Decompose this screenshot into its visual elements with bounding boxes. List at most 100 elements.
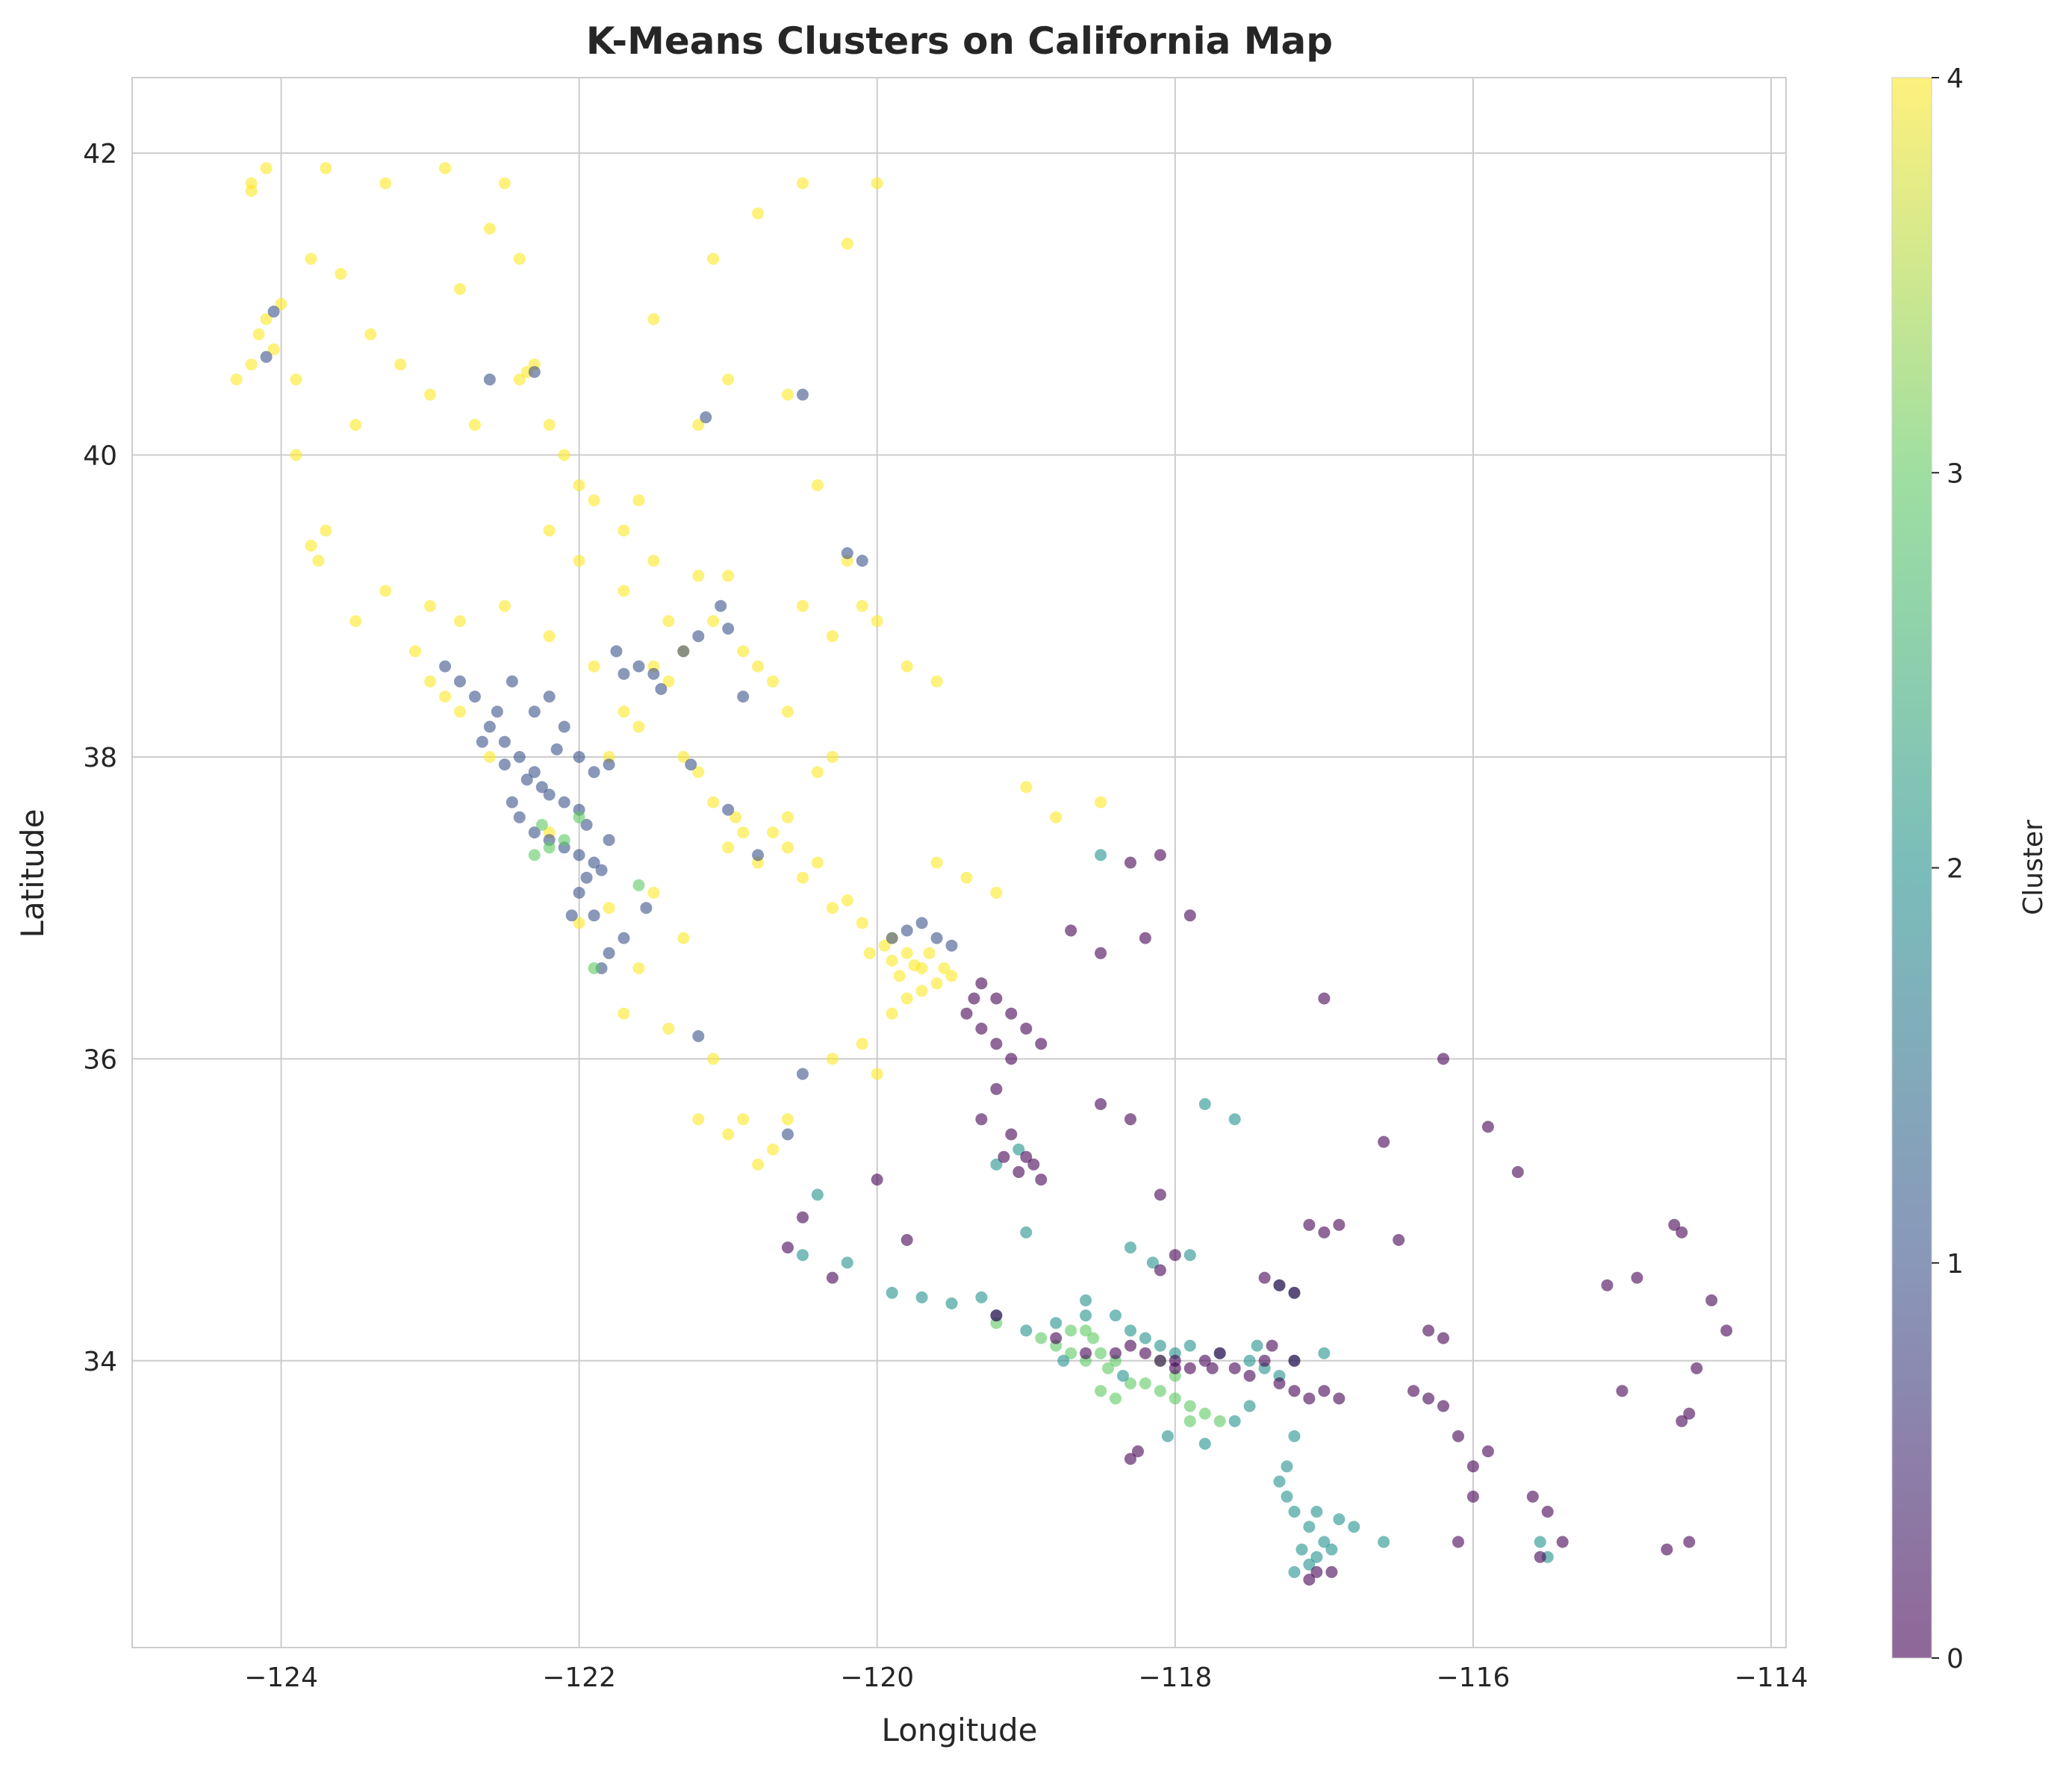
data-point (535, 818, 548, 831)
data-point (1110, 1309, 1121, 1322)
data-point (588, 856, 600, 869)
data-point (1065, 924, 1077, 937)
data-point (364, 328, 377, 340)
grid (132, 78, 1786, 1648)
data-point (483, 720, 496, 733)
data-point (1422, 1392, 1435, 1405)
data-point (1534, 1536, 1546, 1548)
data-point (1213, 1415, 1226, 1427)
data-point (580, 871, 593, 884)
colorbar-ticks: 0 1 2 3 4 (1932, 63, 1964, 1674)
data-point (1273, 1475, 1286, 1488)
data-point (573, 849, 585, 861)
data-point (469, 691, 481, 703)
data-point (498, 599, 511, 612)
data-point (1139, 1332, 1151, 1344)
data-point (483, 751, 496, 763)
data-point (1117, 1370, 1129, 1382)
data-point (617, 1007, 630, 1020)
data-point (543, 841, 556, 854)
data-point (1198, 1438, 1211, 1450)
data-point (520, 773, 533, 786)
data-point (1288, 1286, 1301, 1299)
data-point (990, 1082, 1003, 1095)
data-point (543, 524, 556, 537)
data-point (647, 667, 660, 680)
data-point (275, 298, 287, 311)
data-point (811, 479, 824, 491)
data-point (573, 917, 585, 929)
x-ticks: −124 −122 −120 −118 −116 −114 (244, 1663, 1808, 1693)
colorbar-tick-label: 0 (1947, 1644, 1964, 1674)
data-point (379, 585, 392, 597)
data-point (588, 660, 600, 673)
data-point (826, 1053, 839, 1065)
data-point (1310, 1565, 1323, 1578)
x-tick-label: −118 (1138, 1663, 1212, 1693)
data-point (1303, 1521, 1316, 1533)
data-point (1676, 1226, 1688, 1238)
data-point (990, 1309, 1003, 1322)
data-point (1616, 1385, 1628, 1397)
data-point (1132, 1445, 1144, 1458)
data-point (856, 599, 868, 612)
data-point (1110, 1347, 1121, 1359)
data-point (1213, 1347, 1226, 1359)
data-point (1705, 1294, 1718, 1306)
data-point (1154, 1354, 1166, 1367)
data-point (1273, 1377, 1286, 1390)
data-point (797, 1249, 809, 1262)
data-point (245, 184, 258, 197)
data-point (871, 1068, 883, 1080)
data-point (1198, 1354, 1211, 1367)
data-point (767, 826, 780, 839)
data-point (230, 373, 243, 386)
data-point (945, 1297, 958, 1309)
data-point (1393, 1234, 1405, 1246)
data-point (1020, 1324, 1033, 1337)
data-point (1154, 1264, 1166, 1277)
data-point (1333, 1513, 1345, 1526)
data-point (692, 419, 705, 431)
data-point (930, 675, 943, 688)
data-point (1050, 1317, 1063, 1330)
data-point (1407, 1385, 1420, 1397)
data-point (1183, 1362, 1196, 1374)
data-point (908, 959, 921, 971)
data-point (1303, 1218, 1316, 1231)
colorbar-label: Cluster (2018, 820, 2049, 915)
data-point (1154, 1339, 1166, 1352)
data-point (505, 796, 518, 808)
data-point (811, 766, 824, 779)
data-point (1325, 1565, 1338, 1578)
data-point (1690, 1362, 1703, 1374)
data-point (565, 909, 578, 922)
data-point (290, 373, 302, 386)
data-point (603, 834, 615, 847)
data-point (841, 894, 853, 907)
data-point (379, 177, 392, 190)
data-point (707, 796, 720, 808)
data-point (782, 1241, 794, 1254)
data-point (871, 1174, 883, 1186)
data-point (1318, 1385, 1331, 1397)
data-point (782, 1128, 794, 1141)
data-point (305, 252, 317, 265)
data-point (960, 871, 973, 884)
data-point (1154, 1385, 1166, 1397)
y-ticks: 34 36 38 40 42 (83, 139, 117, 1377)
data-point (1333, 1392, 1345, 1405)
data-point (491, 705, 503, 718)
data-point (975, 1022, 988, 1035)
data-point (990, 1038, 1003, 1050)
data-point (729, 811, 742, 823)
data-point (1183, 909, 1196, 922)
data-point (752, 660, 765, 673)
data-point (1511, 1166, 1524, 1178)
scatter-points (230, 162, 1733, 1586)
data-point (1020, 1226, 1033, 1238)
data-point (483, 222, 496, 235)
data-point (1437, 1400, 1449, 1412)
data-point (1601, 1279, 1614, 1291)
data-point (1183, 1339, 1196, 1352)
